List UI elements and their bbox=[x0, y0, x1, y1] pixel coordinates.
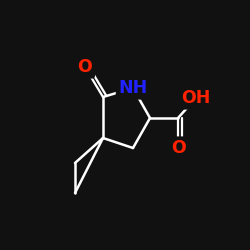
Text: NH: NH bbox=[118, 79, 148, 97]
Text: OH: OH bbox=[181, 89, 211, 107]
Text: O: O bbox=[170, 139, 186, 157]
Text: O: O bbox=[78, 58, 92, 76]
